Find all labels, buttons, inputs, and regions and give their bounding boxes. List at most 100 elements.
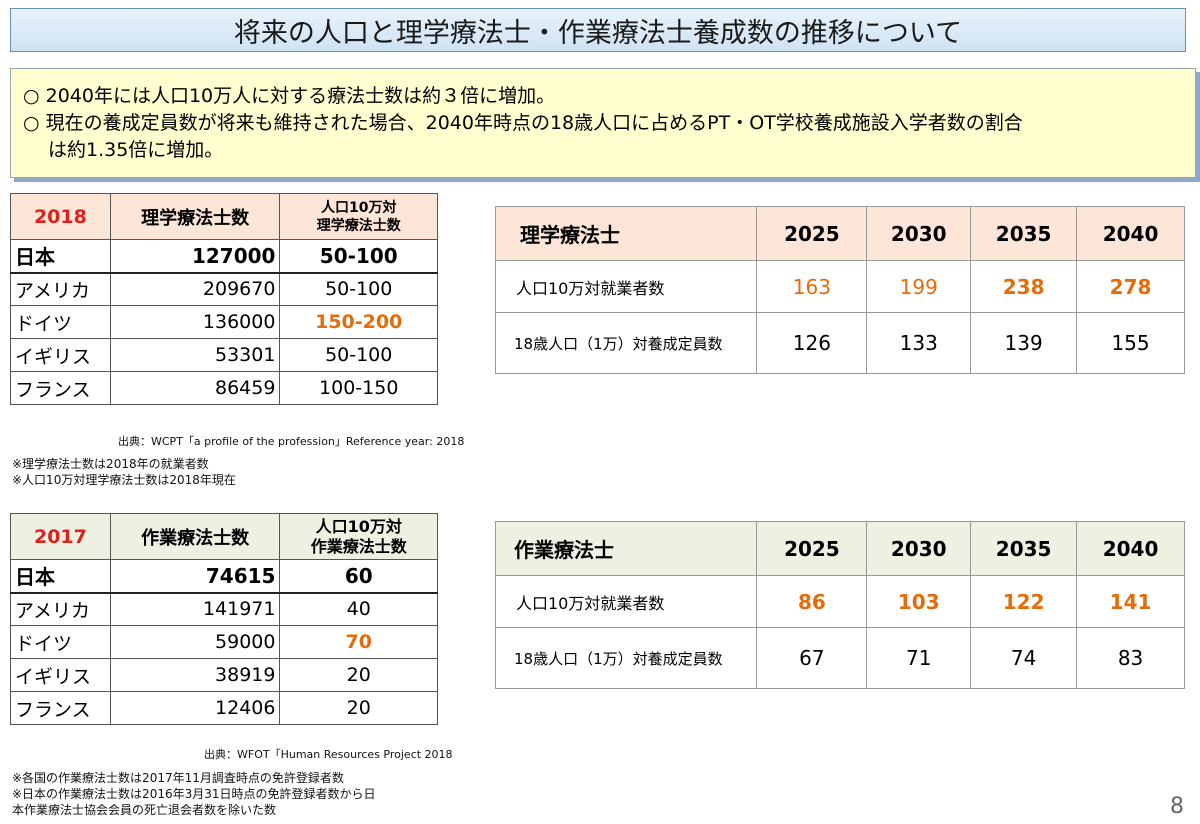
table-row: ドイツ 59000 70 (10, 625, 438, 659)
table-row: 18歳人口（1万）対養成定員数 126 133 139 155 (494, 312, 1185, 374)
ratio-cell: 50-100 (279, 239, 438, 274)
value-cell: 163 (756, 260, 868, 313)
pt-ratio-header: 人口10万対 理学療法士数 (279, 193, 438, 240)
year-header: 2030 (866, 521, 972, 576)
page-title-text: 将来の人口と理学療法士・作業療法士養成数の推移について (233, 17, 963, 49)
country-cell: イギリス (10, 658, 111, 692)
country-cell: イギリス (10, 338, 111, 372)
ot-count-header: 作業療法士数 (109, 513, 281, 560)
table-row: フランス 12406 20 (10, 691, 438, 725)
table-header-row: 2017 作業療法士数 人口10万対 作業療法士数 (10, 513, 438, 560)
ot-ratio-header: 人口10万対 作業療法士数 (279, 513, 438, 560)
pt-notes: ※理学療法士数は2018年の就業者数 ※人口10万対理学療法士数は2018年現在 (12, 456, 236, 488)
year-header: 2030 (866, 206, 972, 261)
count-cell: 136000 (109, 305, 281, 339)
ot-source: 出典：WFOT「Human Resources Project 2018 (204, 748, 453, 761)
value-cell: 155 (1076, 312, 1185, 374)
pt-year-header: 2018 (10, 193, 111, 240)
pt-source: 出典：WCPT「a profile of the profession」Refe… (118, 435, 465, 448)
value-cell: 83 (1076, 627, 1185, 689)
pt-ratio-header-2: 理学療法士数 (316, 217, 401, 234)
table-header-row: 2018 理学療法士数 人口10万対 理学療法士数 (10, 193, 438, 240)
count-cell: 141971 (109, 592, 281, 626)
summary-line-3: は約1.35倍に増加。 (48, 139, 224, 161)
ratio-cell-highlight: 150-200 (279, 305, 438, 339)
value-cell: 278 (1076, 260, 1185, 313)
pt-projection-table: 理学療法士 2025 2030 2035 2040 人口10万対就業者数 163… (494, 206, 1185, 374)
ot-projection-label: 作業療法士 (494, 521, 758, 576)
ot-ratio-header-1: 人口10万対 (315, 516, 402, 536)
ot-note: ※各国の作業療法士数は2017年11月調査時点の免許登録者数 (12, 771, 344, 785)
row-label: 人口10万対就業者数 (494, 575, 758, 628)
value-cell: 126 (756, 312, 868, 374)
value-cell: 139 (970, 312, 1078, 374)
ratio-cell: 20 (279, 658, 438, 692)
country-cell: 日本 (10, 559, 111, 594)
ratio-cell: 40 (279, 592, 438, 626)
ratio-cell: 50-100 (279, 338, 438, 372)
value-cell: 122 (970, 575, 1078, 628)
value-cell: 141 (1076, 575, 1185, 628)
year-header: 2040 (1076, 206, 1185, 261)
year-header: 2035 (970, 521, 1078, 576)
count-cell: 59000 (109, 625, 281, 659)
value-cell: 103 (866, 575, 972, 628)
value-cell: 71 (866, 627, 972, 689)
ot-note: 本作業療法士協会会員の死亡退会者数を除いた数 (12, 803, 277, 817)
pt-ratio-header-1: 人口10万対 (320, 199, 397, 216)
pt-country-table: 2018 理学療法士数 人口10万対 理学療法士数 日本 127000 50-10… (10, 193, 438, 405)
table-row: 人口10万対就業者数 86 103 122 141 (494, 575, 1185, 628)
row-label: 18歳人口（1万）対養成定員数 (494, 627, 758, 689)
page-title: 将来の人口と理学療法士・作業療法士養成数の推移について (10, 8, 1186, 52)
count-cell: 53301 (109, 338, 281, 372)
pt-note: ※理学療法士数は2018年の就業者数 (12, 457, 209, 471)
table-row: 18歳人口（1万）対養成定員数 67 71 74 83 (494, 627, 1185, 689)
table-row: フランス 86459 100-150 (10, 371, 438, 405)
pt-projection-label: 理学療法士 (494, 206, 758, 261)
pt-count-header: 理学療法士数 (109, 193, 281, 240)
ratio-cell: 100-150 (279, 371, 438, 405)
year-header: 2025 (756, 521, 868, 576)
summary-line-1: ○ 2040年には人口10万人に対する療法士数は約３倍に増加。 (23, 85, 556, 107)
year-header: 2035 (970, 206, 1078, 261)
table-row: 人口10万対就業者数 163 199 238 278 (494, 260, 1185, 313)
table-header-row: 理学療法士 2025 2030 2035 2040 (494, 206, 1185, 261)
summary-box: ○ 2040年には人口10万人に対する療法士数は約３倍に増加。 ○ 現在の養成定… (10, 68, 1196, 178)
table-header-row: 作業療法士 2025 2030 2035 2040 (494, 521, 1185, 576)
count-cell: 74615 (109, 559, 281, 594)
table-row: イギリス 53301 50-100 (10, 338, 438, 372)
ot-ratio-header-2: 作業療法士数 (310, 536, 407, 556)
country-cell: アメリカ (10, 272, 111, 306)
country-cell: 日本 (10, 239, 111, 274)
summary-line-2: ○ 現在の養成定員数が将来も維持された場合、2040年時点の18歳人口に占めるP… (23, 112, 1023, 134)
count-cell: 127000 (109, 239, 281, 274)
ot-year-header: 2017 (10, 513, 111, 560)
count-cell: 209670 (109, 272, 281, 306)
ot-note: ※日本の作業療法士数は2016年3月31日時点の免許登録者数から日 (12, 787, 376, 801)
country-cell: アメリカ (10, 592, 111, 626)
table-row: ドイツ 136000 150-200 (10, 305, 438, 339)
ratio-cell: 50-100 (279, 272, 438, 306)
count-cell: 86459 (109, 371, 281, 405)
value-cell: 86 (756, 575, 868, 628)
ot-country-table: 2017 作業療法士数 人口10万対 作業療法士数 日本 74615 60 アメリ… (10, 513, 438, 725)
table-row: 日本 127000 50-100 (10, 239, 438, 274)
row-label: 人口10万対就業者数 (494, 260, 758, 313)
value-cell: 74 (970, 627, 1078, 689)
country-cell: ドイツ (10, 625, 111, 659)
country-cell: フランス (10, 691, 111, 725)
country-cell: ドイツ (10, 305, 111, 339)
value-cell: 199 (866, 260, 972, 313)
count-cell: 12406 (109, 691, 281, 725)
count-cell: 38919 (109, 658, 281, 692)
ot-projection-table: 作業療法士 2025 2030 2035 2040 人口10万対就業者数 86 … (494, 521, 1185, 689)
page-number: 8 (1170, 794, 1184, 819)
country-cell: フランス (10, 371, 111, 405)
table-row: アメリカ 209670 50-100 (10, 272, 438, 306)
table-row: アメリカ 141971 40 (10, 592, 438, 626)
row-label: 18歳人口（1万）対養成定員数 (494, 312, 758, 374)
value-cell: 133 (866, 312, 972, 374)
ratio-cell-highlight: 70 (279, 625, 438, 659)
ratio-cell: 20 (279, 691, 438, 725)
value-cell: 67 (756, 627, 868, 689)
